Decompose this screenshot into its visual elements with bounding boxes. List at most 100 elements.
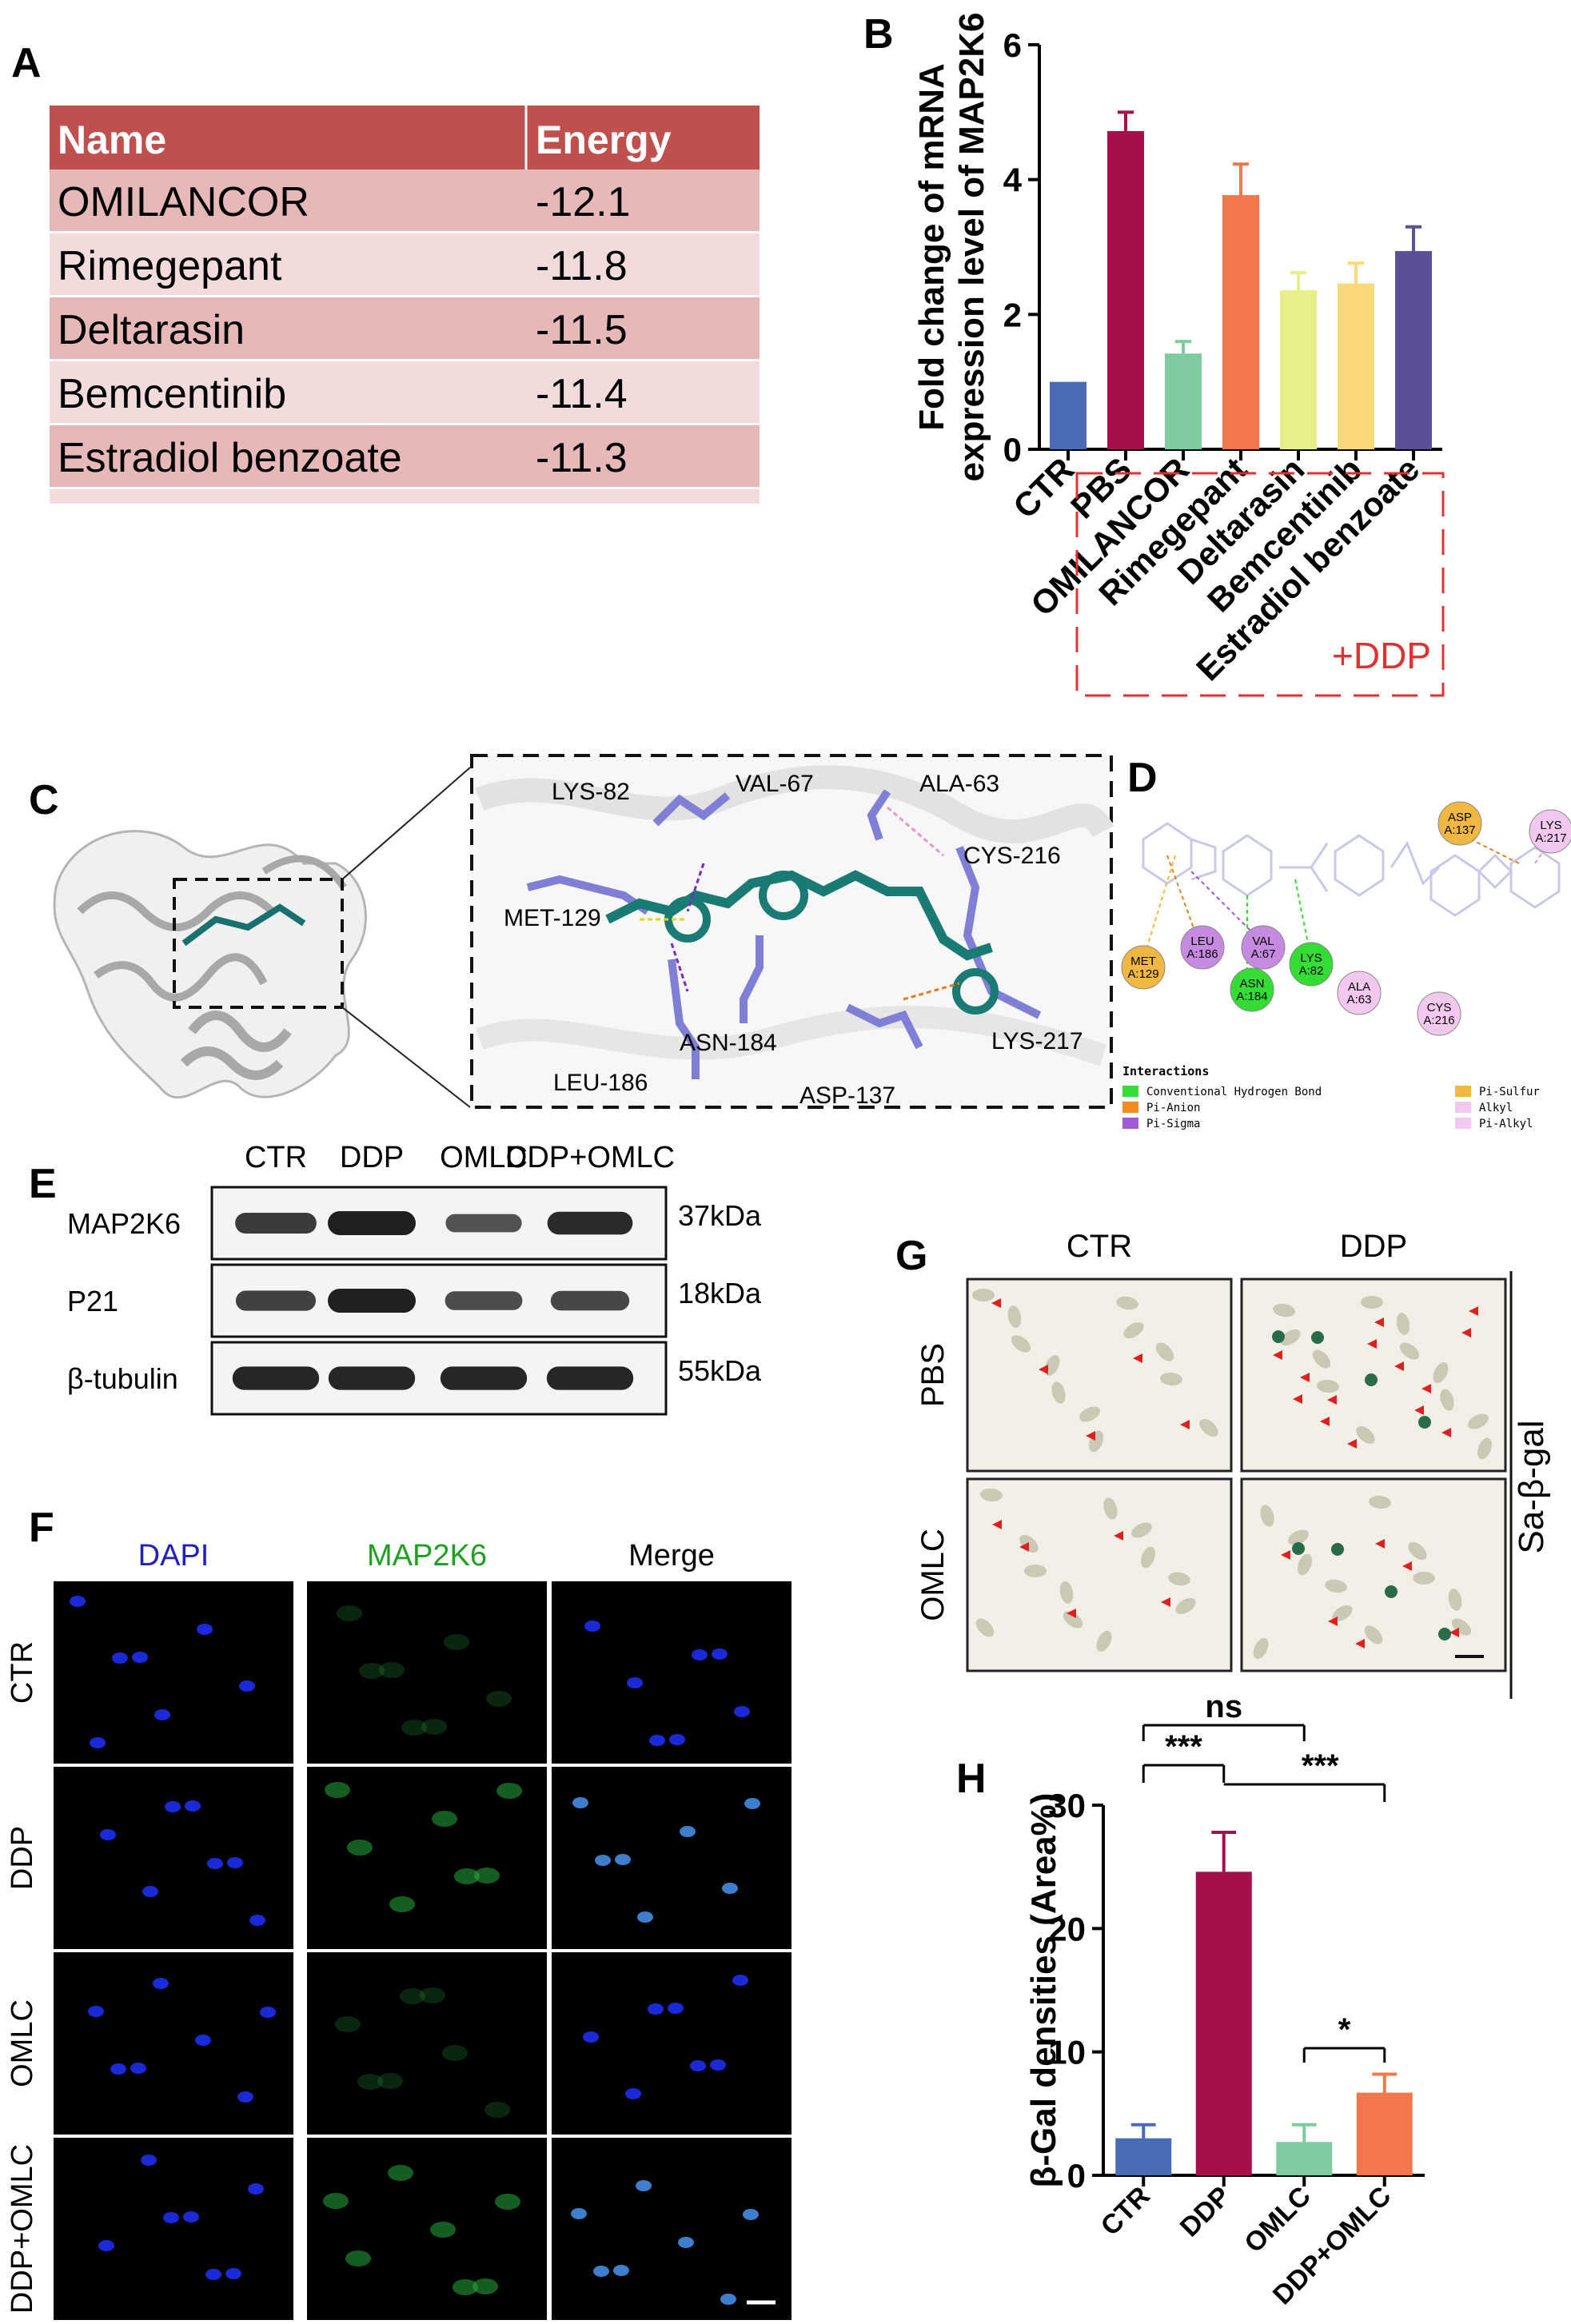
arrowhead-marker bbox=[1273, 1350, 1282, 1360]
nucleus bbox=[141, 2155, 157, 2166]
blot-protein-label: MAP2K6 bbox=[67, 1207, 181, 1240]
nucleus bbox=[227, 1857, 243, 1868]
arrowhead-marker bbox=[1402, 1561, 1412, 1571]
map2k6-signal bbox=[325, 1782, 350, 1798]
nucleus bbox=[154, 1709, 170, 1720]
panel-h-letter: H bbox=[956, 1756, 987, 1802]
cell bbox=[1396, 1313, 1410, 1335]
bar bbox=[1395, 251, 1432, 449]
arrowhead-marker bbox=[1469, 1306, 1478, 1316]
nucleus bbox=[205, 2269, 221, 2280]
sa-column-label: CTR bbox=[1067, 1229, 1132, 1264]
nucleus bbox=[734, 1706, 750, 1717]
cell bbox=[975, 1618, 995, 1637]
cell bbox=[1024, 1565, 1047, 1577]
cell bbox=[1063, 1611, 1083, 1628]
cell bbox=[1141, 1546, 1155, 1569]
map2k6-signal bbox=[401, 1720, 427, 1736]
blot-band bbox=[328, 1211, 416, 1235]
cell bbox=[1131, 1522, 1152, 1538]
blot-size-label: 37kDa bbox=[678, 1199, 762, 1232]
cell bbox=[1160, 1372, 1182, 1386]
legend-swatch bbox=[1122, 1118, 1138, 1129]
y-tick-label: 0 bbox=[1003, 431, 1022, 468]
cell bbox=[1440, 1389, 1454, 1411]
nucleus bbox=[90, 1737, 106, 1748]
panel-d-letter: D bbox=[1127, 755, 1158, 801]
nucleus bbox=[70, 1596, 86, 1607]
blot-band bbox=[550, 1290, 630, 1311]
nucleus bbox=[678, 2237, 694, 2248]
nucleus bbox=[88, 2006, 104, 2017]
nucleus bbox=[225, 2268, 241, 2279]
blot-band bbox=[547, 1211, 633, 1235]
map2k6-signal bbox=[335, 2016, 361, 2032]
arrowhead-marker bbox=[1086, 1431, 1095, 1441]
arrowhead-marker bbox=[1328, 1616, 1338, 1626]
arrowhead-marker bbox=[1355, 1639, 1365, 1648]
bar bbox=[1338, 283, 1374, 449]
residue-label: LYS-217 bbox=[991, 1028, 1083, 1054]
map2k6-signal bbox=[484, 2102, 510, 2118]
residue-node-label: LYS A:82 bbox=[1299, 951, 1324, 978]
cell bbox=[1007, 1306, 1022, 1328]
table-header-energy: Energy bbox=[536, 118, 672, 162]
map2k6-signal bbox=[421, 1719, 447, 1735]
arrowhead-marker bbox=[1327, 1395, 1337, 1405]
residue-label: ASP-137 bbox=[799, 1082, 895, 1109]
map2k6-signal bbox=[454, 1868, 480, 1884]
blot-column-label: DDP bbox=[340, 1141, 404, 1174]
nucleus bbox=[615, 1854, 631, 1865]
table-cell-name: Bemcentinib bbox=[58, 371, 286, 417]
cell bbox=[1312, 1349, 1331, 1369]
cell bbox=[1175, 1597, 1196, 1615]
if-column-label: MAP2K6 bbox=[367, 1539, 487, 1573]
nucleus bbox=[712, 1648, 728, 1660]
residue-label: LEU-186 bbox=[553, 1070, 648, 1096]
nucleus bbox=[185, 1800, 201, 1812]
residue-node bbox=[1529, 809, 1571, 854]
nucleus bbox=[571, 2208, 587, 2219]
if-row-label: DDP+OMLC bbox=[6, 2144, 39, 2314]
cell bbox=[1468, 1413, 1489, 1429]
nucleus bbox=[584, 1620, 600, 1632]
blue-green-stain bbox=[1292, 1542, 1305, 1555]
nucleus bbox=[132, 1652, 148, 1663]
table-row-bg bbox=[50, 361, 760, 423]
cell bbox=[1116, 1296, 1138, 1310]
residue-node-label: LYS A:217 bbox=[1535, 819, 1566, 845]
nucleus bbox=[625, 2088, 641, 2099]
cell bbox=[1096, 1630, 1112, 1652]
table-cell-name: Rimegepant bbox=[58, 243, 282, 289]
blue-green-stain bbox=[1418, 1416, 1431, 1429]
blot-band bbox=[546, 1366, 634, 1390]
y-axis-label: expression level of MAP2K6 bbox=[952, 13, 991, 482]
blot-band bbox=[328, 1366, 416, 1390]
if-image bbox=[54, 1581, 293, 1764]
cell bbox=[1298, 1553, 1312, 1576]
sa-image bbox=[966, 1477, 1233, 1672]
table-cell-name: Estradiol benzoate bbox=[58, 435, 402, 481]
table-header-bg bbox=[50, 106, 526, 169]
nucleus bbox=[237, 2091, 253, 2103]
bar bbox=[1280, 289, 1317, 449]
bar bbox=[1222, 195, 1259, 449]
blot-column-label: DDP+OMLC bbox=[505, 1141, 675, 1174]
arrowhead-marker bbox=[1441, 1428, 1451, 1437]
blue-green-stain bbox=[1438, 1628, 1451, 1640]
blot-size-label: 55kDa bbox=[678, 1354, 762, 1387]
cell bbox=[1280, 1329, 1301, 1346]
legend-swatch bbox=[1122, 1086, 1138, 1097]
residue-node bbox=[1417, 991, 1461, 1036]
blot-band bbox=[235, 1290, 317, 1311]
blue-green-stain bbox=[1272, 1330, 1285, 1343]
residue-node-label: ASN A:184 bbox=[1236, 977, 1267, 1003]
legend-swatch bbox=[1122, 1102, 1138, 1113]
cell bbox=[980, 1488, 1003, 1502]
residue-node bbox=[1230, 967, 1274, 1012]
table-row-bg bbox=[50, 297, 760, 359]
arrowhead-marker bbox=[1449, 1628, 1459, 1637]
immunofluorescence-grid: DAPI MAP2K6 Merge CTR DDP OMLC DDP+OMLC bbox=[6, 1539, 791, 2320]
panel-e-letter: E bbox=[29, 1161, 57, 1207]
cell bbox=[1364, 1625, 1383, 1644]
